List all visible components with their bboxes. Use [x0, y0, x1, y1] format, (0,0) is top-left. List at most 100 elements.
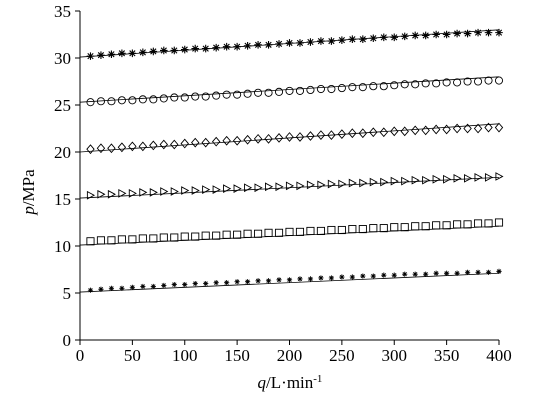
- square-marker: [421, 222, 430, 231]
- asterisk-marker: [370, 273, 376, 279]
- asterisk-marker: [108, 285, 115, 291]
- x-tick-label: 400: [486, 346, 512, 365]
- asterisk-marker: [233, 42, 241, 51]
- circle-marker: [327, 84, 336, 94]
- square-marker: [494, 218, 504, 227]
- circle-marker: [453, 78, 462, 87]
- diamond-marker: [264, 133, 273, 144]
- asterisk-marker: [359, 35, 367, 43]
- square-marker: [348, 225, 357, 234]
- diamond-marker: [285, 132, 294, 142]
- square-marker: [337, 225, 346, 235]
- asterisk-marker: [391, 272, 397, 278]
- circle-marker: [379, 82, 388, 91]
- diamond-marker: [295, 132, 305, 142]
- diamond-marker: [211, 136, 221, 147]
- asterisk-marker: [285, 39, 294, 47]
- square-marker: [295, 227, 305, 236]
- asterisk-marker: [433, 270, 439, 276]
- diamond-marker: [452, 123, 462, 134]
- circle-marker: [254, 88, 263, 97]
- x-tick-label: 250: [329, 346, 355, 365]
- asterisk-marker: [255, 278, 261, 284]
- y-tick-label: 30: [54, 49, 71, 68]
- triangle-marker: [202, 185, 211, 194]
- y-axis-unit: /MPa: [19, 169, 38, 206]
- circle-marker: [421, 79, 430, 88]
- triangle-marker: [107, 189, 116, 199]
- square-marker: [411, 222, 420, 231]
- asterisk-marker: [463, 29, 472, 38]
- triangle-marker: [233, 184, 242, 194]
- circle-marker: [358, 83, 367, 92]
- square-marker: [254, 229, 263, 238]
- diamond-marker: [358, 128, 368, 139]
- diamond-marker: [327, 130, 336, 140]
- asterisk-marker: [379, 33, 388, 42]
- asterisk-marker: [192, 281, 198, 287]
- circle-marker: [442, 78, 451, 87]
- asterisk-marker: [400, 32, 409, 41]
- asterisk-marker: [484, 28, 493, 37]
- square-marker: [369, 224, 378, 233]
- asterisk-marker: [360, 273, 366, 279]
- y-tick-label: 15: [54, 190, 71, 209]
- asterisk-marker: [381, 272, 387, 278]
- square-marker: [358, 225, 367, 234]
- axes-layer: 0 50 100 150 200 250 300 350 400 0 5 10 15 20 25 30 35: [54, 2, 512, 365]
- asterisk-marker: [86, 52, 95, 60]
- asterisk-marker: [140, 283, 146, 290]
- asterisk-marker: [98, 286, 104, 292]
- asterisk-marker: [296, 39, 304, 47]
- x-tick-label: 150: [224, 346, 250, 365]
- circle-marker: [222, 90, 231, 99]
- y-tick-label: 35: [54, 2, 71, 21]
- asterisk-marker: [454, 270, 460, 276]
- asterisk-marker: [307, 276, 314, 282]
- asterisk-marker: [369, 34, 378, 43]
- square-marker: [474, 219, 483, 228]
- triangle-marker: [348, 178, 357, 188]
- square-marker: [96, 236, 105, 245]
- y-tick-label: 25: [54, 96, 71, 115]
- square-marker: [149, 234, 158, 243]
- circle-marker: [201, 92, 210, 101]
- circle-marker: [149, 95, 158, 104]
- triangle-marker: [128, 189, 137, 198]
- diamond-marker: [128, 141, 137, 152]
- square-marker: [463, 220, 472, 229]
- triangle-marker: [411, 175, 420, 185]
- asterisk-marker: [327, 37, 336, 45]
- y-tick-label: 10: [54, 237, 71, 256]
- y-tick-label: 5: [63, 284, 72, 303]
- square-marker: [484, 219, 493, 228]
- triangle-marker: [432, 174, 441, 184]
- square-marker: [233, 230, 242, 239]
- triangle-marker: [453, 173, 462, 183]
- diamond-marker: [86, 144, 95, 155]
- asterisk-marker: [150, 283, 156, 290]
- circle-marker: [107, 97, 116, 106]
- asterisk-marker: [297, 276, 303, 282]
- square-marker: [222, 230, 231, 239]
- fit-line: [79, 123, 500, 153]
- x-tick-label: 50: [124, 346, 141, 365]
- asterisk-marker: [444, 270, 450, 276]
- diamond-marker: [463, 123, 472, 134]
- asterisk-marker: [276, 277, 282, 283]
- asterisk-marker: [485, 269, 492, 275]
- asterisk-marker: [224, 280, 230, 286]
- diamond-marker: [431, 124, 441, 135]
- diamond-marker: [149, 140, 158, 151]
- triangle-marker: [327, 179, 336, 189]
- diamond-marker: [159, 139, 168, 150]
- diamond-marker: [107, 143, 116, 154]
- diamond-marker: [180, 138, 189, 149]
- asterisk-marker: [349, 274, 355, 280]
- triangle-marker: [160, 187, 169, 196]
- triangle-marker: [484, 173, 494, 182]
- square-marker: [432, 221, 441, 230]
- circle-marker: [337, 84, 346, 93]
- asterisk-marker: [423, 271, 429, 277]
- asterisk-marker: [412, 271, 418, 277]
